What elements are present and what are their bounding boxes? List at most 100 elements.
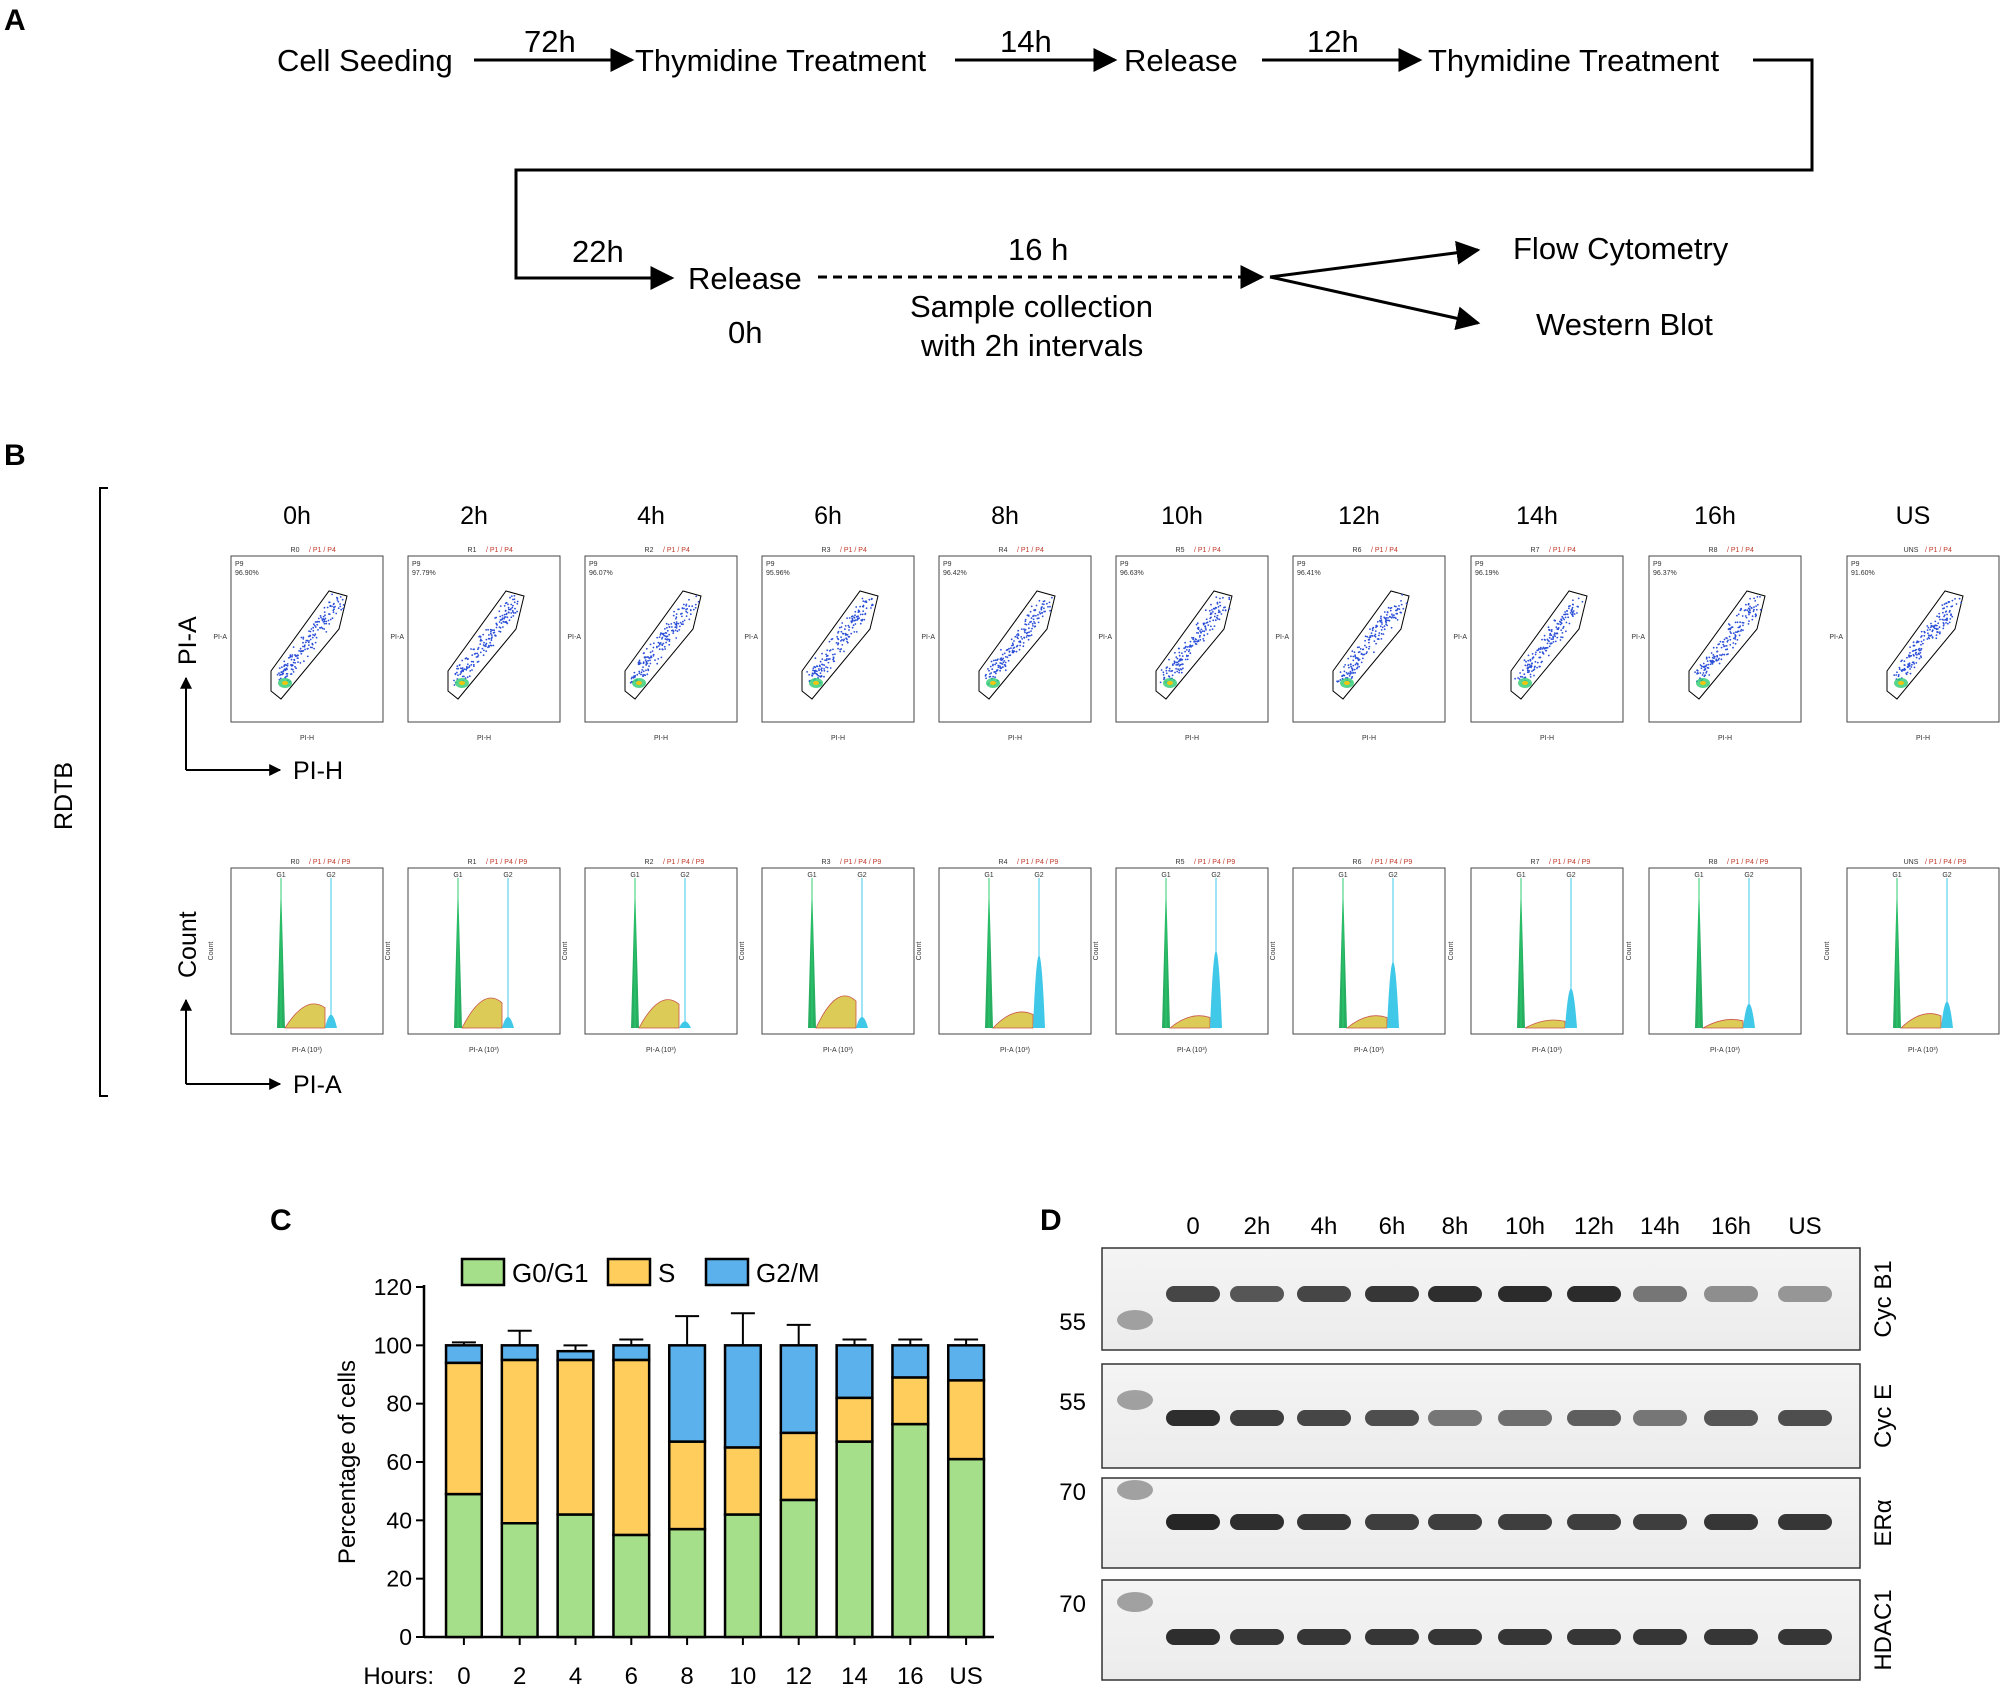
- bar-segment: [500, 1358, 539, 1525]
- scatter-event: [1375, 642, 1377, 645]
- scatter-event: [664, 648, 666, 650]
- scatter-event: [1728, 635, 1731, 638]
- scatter-event: [1907, 654, 1910, 657]
- scatter-event: [835, 642, 838, 644]
- scatter-event: [505, 613, 508, 616]
- scatter-event: [1913, 662, 1915, 665]
- scatter-event: [1915, 656, 1918, 659]
- scatter-gate-path: / P1 / P4: [1549, 547, 1576, 554]
- scatter-event: [1897, 674, 1900, 676]
- scatter-event: [651, 650, 654, 652]
- histogram-frame: [230, 867, 384, 1035]
- scatter-event: [859, 613, 862, 616]
- scatter-event: [292, 671, 295, 673]
- scatter-event: [820, 675, 823, 678]
- scatter-event: [1001, 658, 1004, 661]
- scatter-event: [1539, 656, 1541, 659]
- scatter-event: [1753, 597, 1755, 600]
- scatter-event: [688, 605, 691, 608]
- scatter-event: [819, 665, 821, 668]
- scatter-event: [1909, 646, 1911, 648]
- bar-segment: [779, 1431, 818, 1502]
- scatter-event: [1913, 644, 1915, 647]
- scatter-event: [510, 612, 513, 614]
- scatter-event: [1947, 601, 1950, 604]
- scatter-event: [994, 663, 996, 666]
- scatter-event: [825, 653, 827, 656]
- scatter-event: [1007, 659, 1010, 662]
- scatter-event: [303, 645, 306, 648]
- scatter-event: [1556, 628, 1558, 630]
- scatter-gate-name: P9: [766, 561, 775, 568]
- ladder-band: [1117, 1592, 1153, 1612]
- scatter-event: [1696, 669, 1699, 672]
- scatter-event: [1189, 652, 1192, 655]
- scatter-event: [341, 598, 344, 601]
- scatter-event: [1521, 676, 1524, 678]
- scatter-event: [832, 656, 835, 659]
- scatter-event: [675, 613, 678, 615]
- scatter-event: [1712, 654, 1715, 656]
- scatter-event: [1345, 671, 1348, 674]
- scatter-event: [1541, 651, 1544, 653]
- histogram-mini-ylabel: Count: [739, 942, 746, 961]
- scatter-event: [492, 644, 495, 647]
- scatter-event: [1194, 642, 1197, 645]
- scatter-event: [1179, 663, 1182, 666]
- scatter-event: [1380, 619, 1383, 622]
- scatter-event: [1362, 653, 1364, 656]
- scatter-mini-ylabel: PI-A: [1453, 634, 1467, 641]
- scatter-event: [1747, 607, 1750, 610]
- scatter-event: [1358, 665, 1360, 668]
- scatter-event: [1729, 631, 1732, 633]
- scatter-event: [337, 607, 340, 610]
- protein-band: [1567, 1514, 1621, 1530]
- scatter-event: [987, 668, 989, 670]
- scatter-event: [335, 612, 338, 615]
- scatter-event: [503, 605, 506, 607]
- protein-band: [1365, 1286, 1419, 1302]
- scatter-event: [507, 603, 509, 606]
- marker-size-label: 55: [1059, 1389, 1086, 1416]
- scatter-event: [848, 626, 851, 629]
- scatter-event: [1351, 650, 1354, 653]
- scatter-event: [292, 668, 294, 671]
- scatter-event: [499, 605, 502, 607]
- scatter-event: [817, 674, 820, 677]
- scatter-event: [294, 662, 296, 664]
- scatter-event: [1911, 663, 1913, 666]
- scatter-event: [283, 668, 286, 671]
- scatter-event: [1035, 604, 1038, 607]
- scatter-event: [1205, 618, 1208, 621]
- scatter-event: [1531, 653, 1534, 655]
- scatter-event: [1943, 614, 1946, 616]
- scatter-mini-xlabel: PI-H: [477, 735, 491, 742]
- protein-band: [1230, 1410, 1284, 1426]
- scatter-event: [997, 666, 1000, 669]
- scatter-event: [675, 617, 677, 620]
- scatter-event: [852, 624, 855, 627]
- scatter-event: [491, 636, 493, 639]
- scatter-event: [1930, 634, 1933, 637]
- scatter-event: [459, 673, 462, 676]
- histogram-gate-path: / P1 / P4 / P9: [1727, 859, 1768, 866]
- scatter-event: [634, 674, 637, 677]
- scatter-event: [1920, 647, 1923, 650]
- scatter-event: [1384, 620, 1387, 623]
- scatter-event: [647, 669, 650, 672]
- scatter-event: [1554, 635, 1556, 638]
- scatter-event: [1529, 673, 1532, 676]
- scatter-event: [812, 669, 814, 672]
- scatter-event: [814, 666, 817, 669]
- lane-label: 2h: [1244, 1213, 1271, 1240]
- collection-duration: 16 h: [1008, 232, 1068, 267]
- scatter-frame: [1115, 555, 1269, 723]
- scatter-mini-xlabel: PI-H: [1916, 735, 1930, 742]
- scatter-event: [1030, 620, 1032, 623]
- scatter-event: [1032, 618, 1035, 621]
- scatter-event: [1906, 656, 1908, 659]
- protein-band: [1633, 1410, 1687, 1426]
- lane-label: 8h: [1442, 1213, 1469, 1240]
